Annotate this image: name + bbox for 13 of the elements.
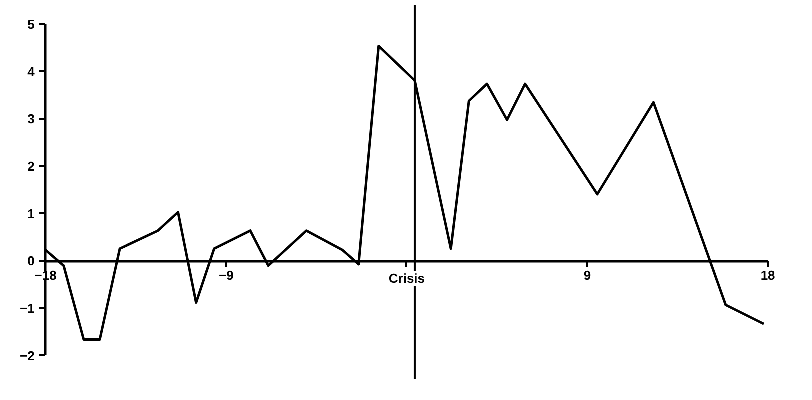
x-tick-label: Crisis [388,271,426,286]
y-tick-label: −1 [20,300,35,316]
y-tick-label: 5 [28,16,35,32]
x-tick-label: 18 [760,268,776,284]
x-tick-label: 9 [584,268,592,284]
y-tick-label: 4 [28,64,36,80]
x-tick-label: −18 [34,268,57,284]
y-tick-label: 0 [28,254,35,269]
y-tick-label: −2 [20,348,35,364]
y-tick-label: 2 [28,158,35,174]
y-tick-label: 3 [28,112,35,127]
x-tick-label: −9 [218,268,234,284]
y-tick-label: 1 [28,206,35,222]
